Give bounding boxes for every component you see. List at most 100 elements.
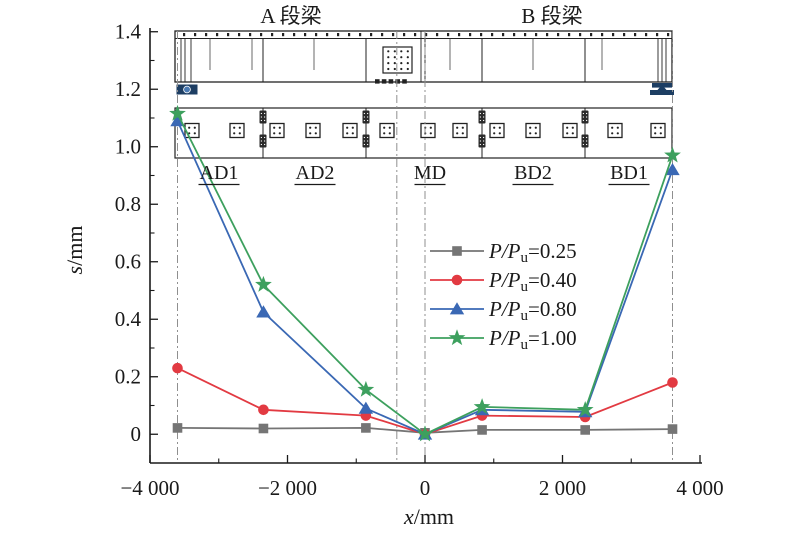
series-PPu1.00 — [169, 104, 681, 442]
reference-lines — [177, 31, 673, 463]
plan-splice-bolt-dot — [482, 112, 485, 115]
plan-connector-dot — [193, 132, 196, 135]
plan-splice-bolt-dot — [585, 116, 588, 118]
plan-splice-plate — [581, 134, 589, 148]
splice-bolt-dot — [393, 50, 396, 53]
plan-splice-bolt-dot — [482, 119, 485, 122]
splice-bolt-dot — [393, 62, 396, 65]
shear-stud-mark — [403, 33, 406, 37]
plan-connector-dot — [456, 126, 459, 129]
y-tick-label: 1.4 — [115, 20, 142, 44]
splice-bolt-dot — [393, 67, 396, 71]
plan-splice-bolt-dot — [482, 143, 485, 146]
plan-connector-dot — [493, 126, 496, 129]
x-tick-label: −2 000 — [258, 476, 317, 500]
y-tick-label: 1.0 — [115, 135, 141, 159]
plan-connector-dot — [498, 132, 501, 135]
shear-stud-mark — [194, 33, 197, 37]
legend-label-subscript: u — [521, 279, 529, 295]
legend-label-value: =0.80 — [528, 297, 577, 321]
bottom-flange-bolt-mark — [375, 79, 380, 84]
plan-splice-bolt-dot — [582, 116, 585, 118]
legend: P/Pu=0.25P/Pu=0.40P/Pu=0.80P/Pu=1.00 — [430, 239, 577, 353]
beam-b-title: B 段梁 — [521, 4, 582, 28]
marker-star — [576, 401, 594, 417]
plan-splice-bolt-dot — [479, 143, 482, 146]
plan-connector-dot — [429, 132, 432, 135]
plan-connector-dot — [534, 132, 537, 135]
shear-stud-mark — [590, 33, 593, 37]
plan-splice-bolt-dot — [479, 140, 482, 142]
plan-splice-bolt-dot — [585, 136, 588, 139]
shear-stud-mark — [579, 33, 582, 37]
plan-splice-bolt-dot — [585, 119, 588, 122]
shear-stud-mark — [381, 33, 384, 37]
shear-stud-mark — [425, 33, 428, 37]
plan-connector-dot — [383, 126, 386, 129]
y-tick-label: 0.4 — [115, 307, 142, 331]
shear-stud-mark — [535, 33, 538, 37]
plan-connector-dot — [351, 126, 354, 129]
text-labels: A 段梁 B 段梁 AD1 AD2 MD BD2 BD1 — [198, 4, 650, 186]
plan-connector-square — [452, 122, 468, 139]
beam-diagram — [174, 30, 674, 159]
bottom-flange-bolt-mark — [395, 79, 400, 84]
plan-splice-bolt-dot — [260, 112, 263, 115]
bottom-flange-bolt-mark — [381, 79, 387, 84]
plan-splice-bolt-dot — [363, 136, 366, 139]
marker-circle — [667, 377, 678, 388]
x-axis-title-var: x — [403, 504, 414, 529]
shear-stud-mark — [612, 33, 615, 37]
splice-bolt-dot — [400, 67, 403, 71]
plan-connector-dot — [278, 132, 281, 135]
shear-stud-mark — [359, 33, 362, 37]
plan-connector-dot — [616, 132, 619, 135]
x-tick-label: 2 000 — [539, 476, 586, 500]
marker-star — [357, 380, 375, 397]
plan-connector-dot — [493, 132, 496, 135]
plan-splice-bolt-dot — [363, 116, 366, 118]
marker-star — [255, 275, 272, 292]
shear-stud-mark — [260, 33, 263, 37]
plan-connector-dot — [238, 132, 241, 135]
legend-label-subscript: u — [521, 337, 529, 353]
shear-stud-mark — [183, 33, 186, 37]
plan-splice-bolt-dot — [363, 143, 366, 146]
plan-connector-dot — [611, 126, 614, 129]
legend-item-0: P/Pu=0.25 — [430, 239, 577, 266]
splice-bolt-dot — [387, 62, 390, 65]
plan-connector-dot — [566, 126, 569, 129]
plan-connector-square — [650, 122, 666, 139]
segment-label-bd2: BD2 — [514, 162, 552, 184]
marker-square — [172, 423, 183, 433]
shear-stud-mark — [282, 33, 285, 37]
x-tick-label: 0 — [420, 476, 431, 500]
roller-support-bottom-bar — [650, 90, 674, 95]
splice-bolt-dot — [406, 62, 409, 65]
splice-bolt-dot — [400, 50, 403, 53]
shear-stud-mark — [623, 33, 626, 37]
plan-connector-dot — [456, 132, 459, 135]
beam-a-title: A 段梁 — [260, 4, 321, 28]
plan-splice-bolt-dot — [363, 112, 366, 115]
shear-stud-mark — [436, 33, 439, 37]
shear-stud-mark — [238, 33, 241, 37]
splice-bolt-dot — [393, 56, 396, 59]
plan-connector-dot — [534, 126, 537, 129]
plan-connector-dot — [654, 126, 657, 129]
legend-item-1: P/Pu=0.40 — [430, 268, 577, 295]
marker-circle — [451, 274, 463, 286]
shear-stud-mark — [568, 33, 571, 37]
marker-triangle — [358, 401, 374, 414]
plan-splice-bolt-dot — [366, 116, 369, 118]
plan-splice-plate — [478, 110, 486, 124]
plan-connector-square — [525, 122, 541, 139]
plan-splice-bolt-dot — [585, 140, 588, 142]
legend-label: P/Pu=0.25 — [488, 239, 577, 266]
shear-stud-mark — [645, 33, 648, 37]
y-axis-title-unit: /mm — [62, 226, 87, 266]
x-axis-title-unit: /mm — [414, 504, 454, 529]
marker-square — [580, 425, 590, 435]
plan-splice-bolt-dot — [366, 140, 369, 142]
plan-splice-bolt-dot — [585, 112, 588, 115]
